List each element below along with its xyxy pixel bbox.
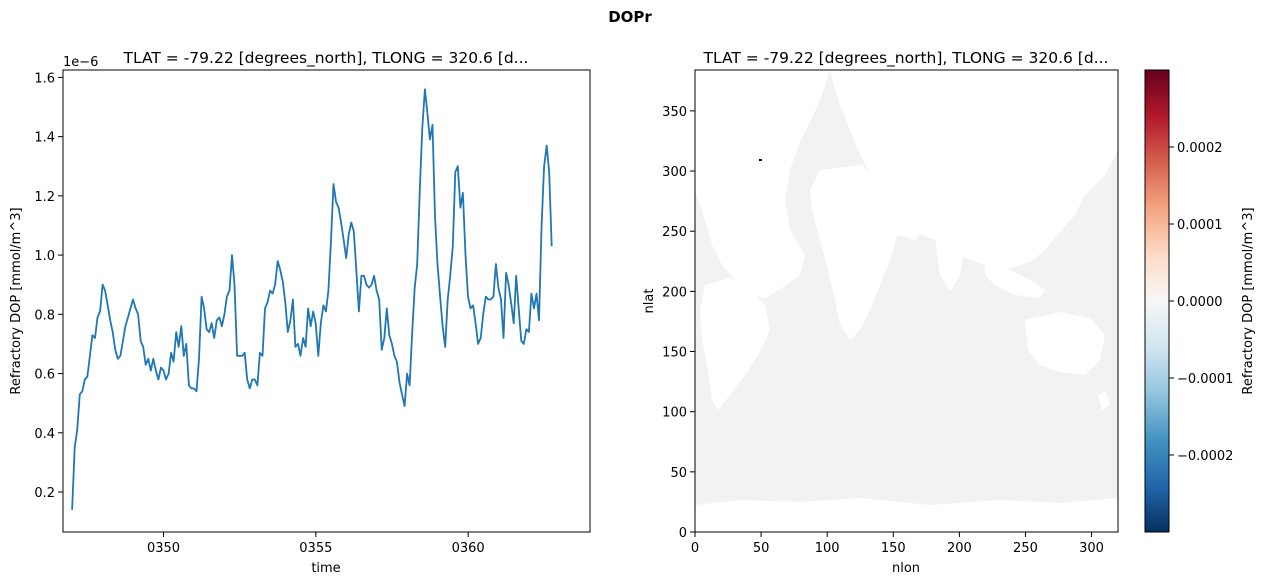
line-chart: TLAT = -79.22 [degrees_north], TLONG = 3… bbox=[9, 49, 591, 576]
data-point-marker bbox=[759, 159, 762, 161]
land-new-zealand bbox=[1098, 392, 1110, 410]
y-ticks: 0 50 100 150 200 250 300 350 bbox=[662, 105, 695, 541]
y-tick-label: 0 bbox=[679, 526, 687, 541]
map-frame bbox=[694, 69, 1119, 533]
x-ticks: 0350 0355 0360 bbox=[147, 532, 485, 556]
y-tick-label: 350 bbox=[662, 105, 687, 120]
colorbar-tick-label: −0.0001 bbox=[1177, 372, 1233, 387]
land-antarctica bbox=[695, 498, 1118, 532]
x-tick-label: 0350 bbox=[147, 541, 180, 556]
y-ticks: 0.2 0.4 0.6 0.8 1.0 1.2 1.4 1.6 bbox=[34, 71, 63, 501]
y-tick-label: 0.4 bbox=[34, 427, 55, 442]
x-tick-label: 0355 bbox=[299, 541, 332, 556]
y-tick-label: 200 bbox=[662, 285, 687, 300]
colorbar-tick-label: 0.0000 bbox=[1177, 295, 1223, 310]
y-tick-label: 300 bbox=[662, 165, 687, 180]
x-tick-label: 100 bbox=[815, 541, 840, 556]
land-mask bbox=[695, 70, 1118, 532]
x-tick-label: 150 bbox=[881, 541, 906, 556]
map-chart: TLAT = -79.22 [degrees_north], TLONG = 3… bbox=[642, 49, 1256, 576]
land-se-asia bbox=[985, 262, 1045, 298]
land-india bbox=[935, 238, 965, 292]
colorbar: −0.0002 −0.0001 0.0000 0.0001 0.0002 Refract… bbox=[1144, 69, 1256, 533]
colorbar-tick-label: 0.0002 bbox=[1177, 141, 1223, 156]
colorbar-ticks: −0.0002 −0.0001 0.0000 0.0001 0.0002 bbox=[1169, 141, 1233, 464]
land-arabia bbox=[880, 195, 932, 240]
figure-suptitle: DOPr bbox=[608, 8, 652, 26]
y-tick-label: 0.6 bbox=[34, 368, 55, 383]
y-tick-label: 250 bbox=[662, 225, 687, 240]
map-chart-title: TLAT = -79.22 [degrees_north], TLONG = 3… bbox=[703, 49, 1109, 68]
colorbar-tick-label: 0.0001 bbox=[1177, 218, 1223, 233]
series-line bbox=[71, 88, 553, 510]
colorbar-gradient bbox=[1144, 69, 1170, 533]
y-axis-label: nlat bbox=[642, 289, 657, 314]
y-tick-label: 1.4 bbox=[34, 131, 55, 146]
y-tick-label: 150 bbox=[662, 346, 687, 361]
land-africa bbox=[810, 165, 900, 340]
x-tick-label: 200 bbox=[947, 541, 972, 556]
x-ticks: 0 50 100 150 200 250 300 bbox=[691, 532, 1104, 556]
y-tick-label: 1.2 bbox=[34, 190, 55, 205]
y-tick-label: 0.8 bbox=[34, 308, 55, 323]
x-tick-label: 300 bbox=[1079, 541, 1104, 556]
colorbar-label: Refractory DOP [mmol/m^3] bbox=[1241, 207, 1256, 394]
x-tick-label: 50 bbox=[753, 541, 770, 556]
x-tick-label: 250 bbox=[1013, 541, 1038, 556]
x-axis-label: nlon bbox=[892, 561, 920, 576]
plot-frame bbox=[62, 69, 591, 533]
land-south-america bbox=[700, 278, 770, 410]
y-tick-label: 100 bbox=[662, 406, 687, 421]
y-tick-label: 1.0 bbox=[34, 249, 55, 264]
land-greenland bbox=[760, 88, 805, 138]
y-axis-label: Refractory DOP [mmol/m^3] bbox=[9, 207, 24, 394]
colorbar-tick-label: −0.0002 bbox=[1177, 449, 1233, 464]
x-axis-label: time bbox=[311, 561, 340, 576]
x-tick-label: 0 bbox=[691, 541, 699, 556]
land-australia bbox=[1025, 312, 1105, 375]
y-offset-text: 1e−6 bbox=[63, 55, 98, 70]
x-tick-label: 0360 bbox=[452, 541, 485, 556]
y-tick-label: 50 bbox=[670, 466, 687, 481]
y-tick-label: 1.6 bbox=[34, 71, 55, 86]
y-tick-label: 0.2 bbox=[34, 486, 55, 501]
line-chart-title: TLAT = -79.22 [degrees_north], TLONG = 3… bbox=[123, 49, 529, 68]
